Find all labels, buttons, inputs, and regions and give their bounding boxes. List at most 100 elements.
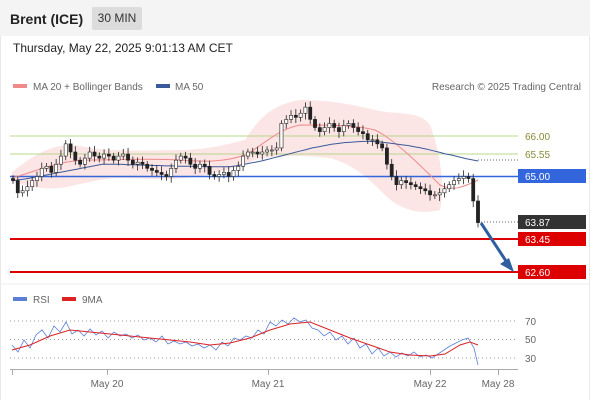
x-label-may-28: May 28 [482, 379, 515, 390]
candle-body [317, 127, 322, 132]
bollinger-legend-swatch [13, 84, 27, 88]
candle-body [399, 180, 404, 185]
rsi-axis-50: 50 [525, 335, 537, 346]
price-tag-63-45-text: 63.45 [525, 235, 550, 246]
candle-body [408, 182, 413, 185]
candle-body [169, 168, 174, 177]
price-tag-63-45 [518, 232, 586, 246]
candle-body [154, 170, 159, 173]
candle-body [217, 174, 222, 177]
ma20-line [11, 124, 479, 189]
candle-body [30, 180, 35, 188]
ma50-legend-label: MA 50 [175, 82, 204, 93]
candle-body [274, 147, 279, 151]
price-tag-65-00 [518, 169, 586, 183]
candle-body [116, 155, 121, 161]
candle-body [140, 161, 145, 165]
candle-body [11, 178, 15, 181]
candle-body [322, 127, 327, 132]
candle-body [135, 161, 140, 165]
candles [11, 101, 480, 228]
candle-body [198, 163, 202, 169]
candle-body [63, 143, 68, 157]
candle-body [145, 163, 150, 169]
instrument-title: Brent (ICE) [10, 11, 84, 27]
rsi-ma-legend-label: 9MA [82, 295, 103, 306]
candle-body [39, 168, 44, 177]
price-tag-62-60 [518, 265, 586, 279]
x-label-may-22: May 22 [414, 379, 447, 390]
candle-body [150, 168, 154, 171]
rsi-axis-70: 70 [525, 317, 537, 328]
candle-body [226, 172, 231, 177]
candle-body [102, 153, 106, 159]
price-tag-63-87 [518, 215, 586, 229]
candle-body [241, 155, 246, 167]
candle-body [78, 159, 83, 165]
candle-body [380, 143, 385, 149]
candle-body [351, 123, 356, 128]
candle-body [174, 159, 178, 169]
candle-body [49, 166, 54, 173]
candle-body [361, 131, 365, 134]
candle-body [269, 149, 274, 152]
price-tag-62-60-text: 62.60 [525, 268, 550, 279]
candle-body [370, 139, 375, 142]
candle-body [178, 155, 183, 161]
candle-body [423, 188, 428, 192]
candle-body [356, 127, 361, 132]
rsi-ma-line [11, 321, 479, 357]
candle-body [385, 147, 389, 165]
price-tag-65-00-text: 65.00 [525, 172, 550, 183]
candle-body [35, 176, 39, 181]
candle-body [375, 139, 380, 145]
candle-body [207, 166, 212, 175]
candle-body [59, 155, 63, 165]
candle-body [92, 151, 97, 157]
x-label-may-20: May 20 [91, 379, 124, 390]
candle-body [293, 115, 298, 118]
candle-body [236, 166, 241, 171]
candle-body [25, 186, 30, 192]
chart-datetime: Thursday, May 22, 2025 9:01:13 AM CET [13, 41, 233, 55]
candle-body [337, 127, 341, 132]
candle-body [245, 151, 250, 157]
candle-body [250, 151, 255, 154]
candle-body [44, 166, 49, 169]
candle-body [183, 155, 188, 159]
candle-body [404, 180, 408, 183]
candle-body [298, 112, 303, 118]
chart-header: Brent (ICE) 30 MIN [0, 0, 590, 36]
candle-body [461, 176, 466, 179]
candle-body [447, 184, 452, 190]
candle-body [452, 180, 456, 185]
rsi-axis-30: 30 [525, 354, 537, 365]
candle-body [159, 172, 164, 175]
price-tag-63-87-text: 63.87 [525, 218, 550, 229]
candle-body [111, 155, 116, 161]
candle-body [73, 151, 78, 161]
timeframe-badge[interactable]: 30 MIN [92, 7, 142, 30]
rsi-legend-swatch [13, 297, 27, 301]
candle-body [255, 151, 260, 155]
candle-body [193, 163, 198, 169]
rsi-ma-legend-swatch [62, 297, 76, 301]
candle-body [394, 176, 399, 185]
rsi-legend-label: RSI [33, 295, 50, 306]
rsi-line [11, 317, 479, 366]
candle-body [284, 119, 289, 124]
ma50-line [12, 140, 479, 182]
candle-body [164, 174, 169, 177]
candle-body [265, 149, 269, 153]
candle-body [432, 194, 437, 197]
candle-body [15, 180, 20, 194]
candle-body [471, 178, 476, 202]
bollinger-legend-label: MA 20 + Bollinger Bands [33, 82, 143, 93]
candle-body [365, 133, 370, 141]
candle-body [121, 153, 126, 157]
projection-arrow-shaft [479, 222, 510, 265]
candle-body [87, 151, 92, 159]
candle-body [260, 151, 265, 155]
candle-body [418, 186, 423, 190]
